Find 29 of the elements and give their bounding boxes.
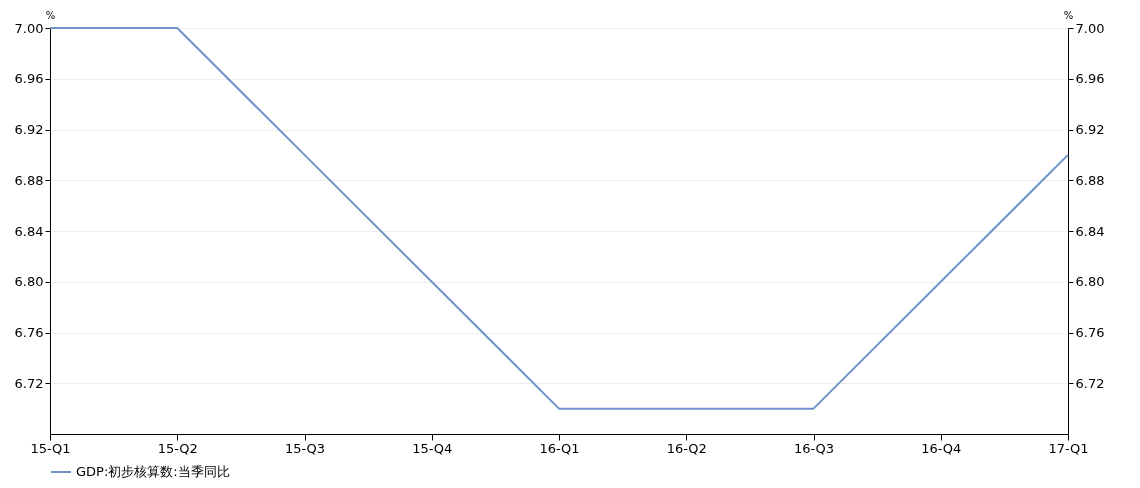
y2-tick-label: 6.80 [1075, 274, 1105, 290]
y2-tick-label: 6.84 [1075, 223, 1105, 239]
x-tick-label: 16-Q1 [539, 440, 580, 456]
y-tick-label: 6.80 [14, 274, 44, 290]
y2-tick-label: 6.76 [1075, 325, 1105, 340]
y-tick-label: 7.00 [14, 20, 44, 36]
y2-tick-label: 6.88 [1075, 172, 1105, 188]
y-tick-label: 6.72 [14, 375, 44, 391]
x-tick-label: 16-Q3 [793, 440, 835, 456]
x-tick-label: 16-Q4 [921, 440, 962, 456]
y2-tick-label: 6.92 [1075, 122, 1105, 137]
y-tick-label: 6.76 [14, 325, 44, 340]
x-tick-label: 16-Q2 [666, 440, 707, 456]
y2-tick-label: 6.96 [1075, 71, 1105, 87]
y-tick-label: 6.96 [14, 71, 44, 87]
x-tick-label: 17-Q1 [1048, 440, 1089, 456]
line-series [49, 27, 1069, 410]
x-tick-label: 15-Q3 [284, 440, 326, 456]
y-axis-title: % [45, 9, 56, 21]
y-tick-label: 6.84 [14, 223, 44, 239]
y2-tick-label: 6.72 [1075, 375, 1105, 391]
y2-axis-title: % [1063, 9, 1074, 21]
y-tick-label: 6.88 [14, 172, 44, 188]
x-tick-label: 15-Q1 [30, 440, 71, 456]
y2-tick-label: 7.00 [1075, 20, 1105, 36]
legend-label: GDP:初步核算数:当季同比 [76, 464, 230, 479]
x-tick-label: 15-Q2 [157, 440, 198, 456]
x-tick-label: 15-Q4 [412, 440, 453, 456]
y-tick-label: 6.92 [14, 122, 44, 137]
